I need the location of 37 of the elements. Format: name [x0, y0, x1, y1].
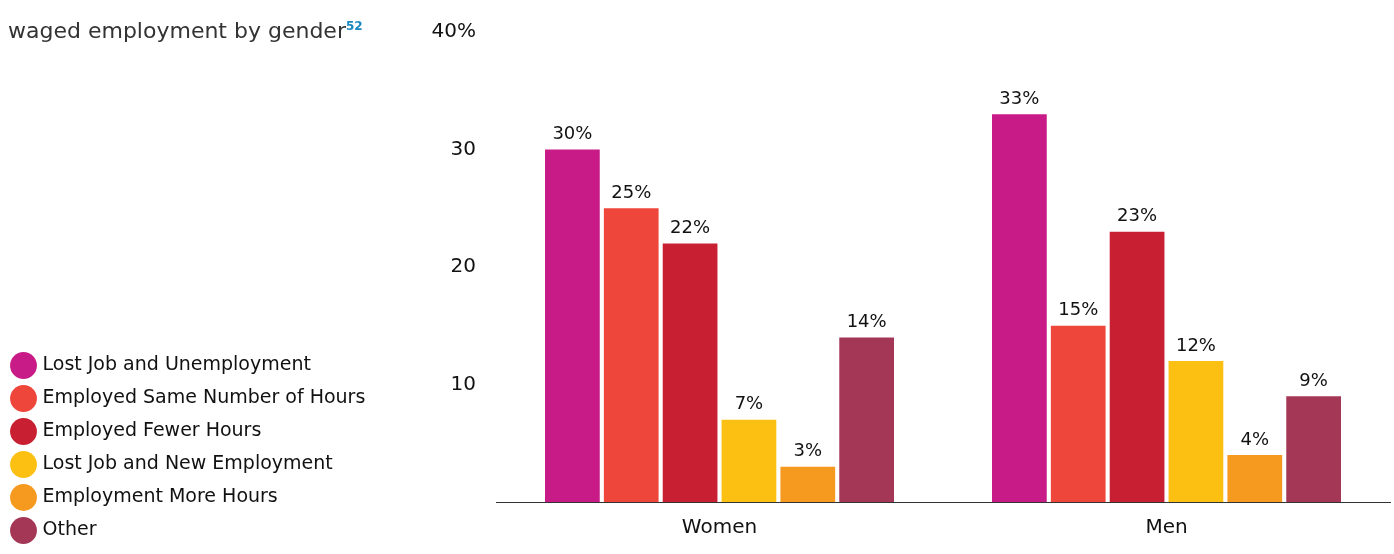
bar [603, 208, 659, 502]
bar [839, 337, 895, 502]
legend-label: Employment More Hours [42, 484, 314, 507]
data-label: 9% [1299, 368, 1328, 390]
bar [721, 419, 777, 502]
y-tick-label: 40% [431, 18, 477, 43]
bar [1168, 361, 1224, 502]
bar [1286, 396, 1342, 502]
bar [1227, 455, 1283, 502]
legend-label: Other [42, 517, 133, 540]
bar [545, 149, 600, 502]
data-label: 33% [999, 86, 1040, 108]
y-tick-label: 10 [450, 370, 477, 395]
data-label: 15% [1058, 298, 1099, 320]
data-label: 22% [670, 216, 711, 238]
data-label: 30% [552, 122, 593, 144]
bar [662, 243, 718, 502]
data-label: 14% [846, 310, 887, 332]
y-tick-label: 20 [450, 253, 477, 278]
bar [992, 114, 1047, 502]
data-label: 25% [611, 180, 652, 202]
legend-label: Employed Same Number of Hours [42, 385, 402, 408]
data-label: 23% [1117, 204, 1158, 226]
data-label: 3% [793, 439, 823, 461]
data-label: 7% [734, 392, 764, 414]
legend-label: Lost Job and New Employment [42, 451, 370, 474]
text: waged employment by gender$^{52}$ [8, 18, 363, 43]
bar [1050, 325, 1106, 502]
bar [1109, 231, 1165, 502]
x-tick-label: Men [1145, 514, 1188, 539]
x-tick-label: Women [681, 514, 758, 539]
data-label: 12% [1175, 333, 1216, 355]
data-label: 4% [1240, 427, 1270, 449]
legend-label: Employed Fewer Hours [42, 418, 298, 441]
legend-label: Lost Job and Unemployment [42, 352, 348, 375]
y-tick-label: 30 [450, 135, 477, 160]
bar [780, 466, 836, 502]
